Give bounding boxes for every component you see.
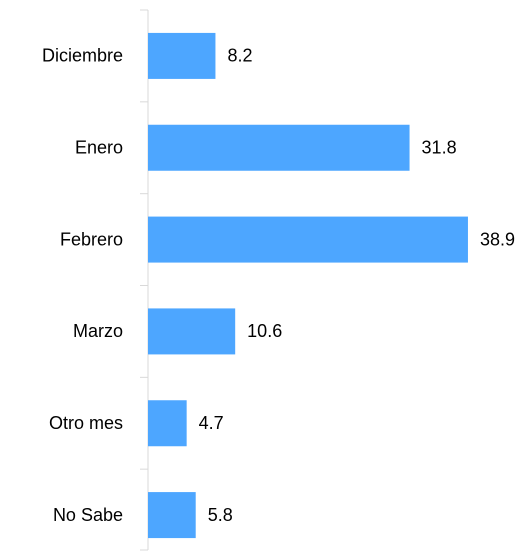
bar: [148, 400, 187, 447]
value-label: 5.8: [208, 505, 233, 525]
bar: [148, 124, 410, 171]
bar: [148, 492, 196, 539]
value-label: 10.6: [247, 321, 282, 341]
category-label: Febrero: [60, 229, 123, 249]
category-label: Enero: [75, 138, 123, 158]
bar: [148, 216, 468, 263]
bar: [148, 308, 236, 355]
category-label: Diciembre: [42, 46, 123, 66]
category-label: Marzo: [73, 321, 123, 341]
category-label: Otro mes: [49, 413, 123, 433]
bar: [148, 32, 216, 79]
category-label: No Sabe: [53, 505, 123, 525]
value-label: 38.9: [480, 229, 515, 249]
value-label: 8.2: [227, 46, 252, 66]
value-label: 4.7: [199, 413, 224, 433]
value-label: 31.8: [422, 138, 457, 158]
